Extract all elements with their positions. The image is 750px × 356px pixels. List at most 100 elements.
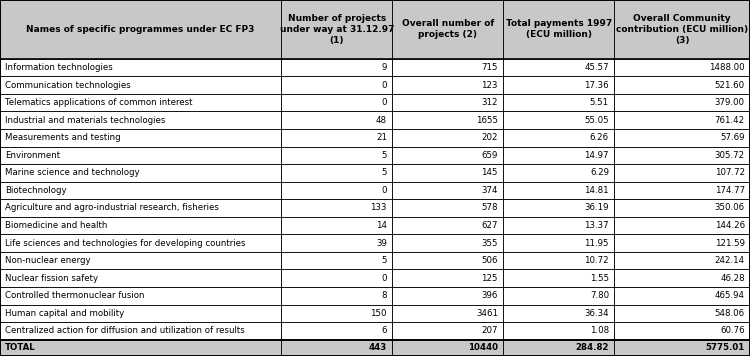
Text: 123: 123 (482, 80, 498, 90)
Text: 578: 578 (482, 204, 498, 213)
Bar (392, 164, 503, 182)
Text: Marine science and technology: Marine science and technology (5, 168, 140, 177)
Bar (392, 217, 503, 234)
Bar (392, 234, 503, 252)
Bar (281, 0, 392, 59)
Bar (503, 59, 614, 76)
Text: TOTAL: TOTAL (5, 343, 36, 352)
Bar (614, 129, 750, 147)
Text: 0: 0 (382, 186, 387, 195)
Text: 57.69: 57.69 (720, 133, 745, 142)
Bar (614, 0, 750, 59)
Bar (0, 199, 281, 217)
Bar (0, 269, 281, 287)
Text: 7.80: 7.80 (590, 291, 609, 300)
Bar (503, 94, 614, 111)
Text: 121.59: 121.59 (715, 239, 745, 247)
Text: Human capital and mobility: Human capital and mobility (5, 309, 124, 318)
Bar (281, 164, 392, 182)
Text: 55.05: 55.05 (584, 116, 609, 125)
Text: 6: 6 (382, 326, 387, 335)
Bar (281, 287, 392, 304)
Text: 10.72: 10.72 (584, 256, 609, 265)
Text: Names of specific programmes under EC FP3: Names of specific programmes under EC FP… (26, 25, 255, 34)
Bar (392, 340, 503, 356)
Text: 355: 355 (482, 239, 498, 247)
Bar (503, 217, 614, 234)
Bar (0, 234, 281, 252)
Text: 350.06: 350.06 (715, 204, 745, 213)
Text: Controlled thermonuclear fusion: Controlled thermonuclear fusion (5, 291, 145, 300)
Text: 5: 5 (382, 151, 387, 160)
Text: Overall Community
contribution (ECU million)
(3): Overall Community contribution (ECU mill… (616, 14, 748, 45)
Text: 46.28: 46.28 (720, 274, 745, 283)
Bar (503, 129, 614, 147)
Bar (392, 287, 503, 304)
Text: 39: 39 (376, 239, 387, 247)
Bar (503, 182, 614, 199)
Bar (503, 287, 614, 304)
Text: 14.81: 14.81 (584, 186, 609, 195)
Text: 207: 207 (482, 326, 498, 335)
Text: 14.97: 14.97 (584, 151, 609, 160)
Bar (392, 111, 503, 129)
Bar (503, 147, 614, 164)
Text: 36.19: 36.19 (584, 204, 609, 213)
Bar (614, 217, 750, 234)
Text: 36.34: 36.34 (584, 309, 609, 318)
Bar (281, 94, 392, 111)
Bar (614, 287, 750, 304)
Text: Nuclear fission safety: Nuclear fission safety (5, 274, 98, 283)
Text: 14: 14 (376, 221, 387, 230)
Text: 0: 0 (382, 80, 387, 90)
Text: 133: 133 (370, 204, 387, 213)
Bar (503, 304, 614, 322)
Text: 443: 443 (369, 343, 387, 352)
Bar (503, 252, 614, 269)
Text: Biomedicine and health: Biomedicine and health (5, 221, 108, 230)
Bar (614, 76, 750, 94)
Text: 150: 150 (370, 309, 387, 318)
Text: Measurements and testing: Measurements and testing (5, 133, 121, 142)
Bar (614, 182, 750, 199)
Text: 6.29: 6.29 (590, 168, 609, 177)
Bar (0, 252, 281, 269)
Bar (503, 322, 614, 340)
Text: 305.72: 305.72 (715, 151, 745, 160)
Text: 627: 627 (482, 221, 498, 230)
Bar (281, 340, 392, 356)
Bar (281, 322, 392, 340)
Text: Agriculture and agro-industrial research, fisheries: Agriculture and agro-industrial research… (5, 204, 219, 213)
Text: 5: 5 (382, 168, 387, 177)
Text: Non-nuclear energy: Non-nuclear energy (5, 256, 91, 265)
Text: 374: 374 (482, 186, 498, 195)
Text: 465.94: 465.94 (715, 291, 745, 300)
Bar (503, 76, 614, 94)
Text: 174.77: 174.77 (715, 186, 745, 195)
Bar (0, 94, 281, 111)
Bar (614, 111, 750, 129)
Text: 3461: 3461 (476, 309, 498, 318)
Bar (0, 111, 281, 129)
Text: 125: 125 (482, 274, 498, 283)
Text: 1655: 1655 (476, 116, 498, 125)
Bar (0, 340, 281, 356)
Text: 396: 396 (482, 291, 498, 300)
Text: 1.55: 1.55 (590, 274, 609, 283)
Text: 11.95: 11.95 (584, 239, 609, 247)
Text: 145: 145 (482, 168, 498, 177)
Text: 107.72: 107.72 (715, 168, 745, 177)
Text: 506: 506 (482, 256, 498, 265)
Text: 284.82: 284.82 (575, 343, 609, 352)
Bar (392, 269, 503, 287)
Bar (503, 0, 614, 59)
Text: 715: 715 (482, 63, 498, 72)
Text: 6.26: 6.26 (590, 133, 609, 142)
Text: 21: 21 (376, 133, 387, 142)
Bar (281, 217, 392, 234)
Bar (281, 182, 392, 199)
Bar (503, 199, 614, 217)
Text: 548.06: 548.06 (715, 309, 745, 318)
Bar (503, 269, 614, 287)
Text: Communication technologies: Communication technologies (5, 80, 131, 90)
